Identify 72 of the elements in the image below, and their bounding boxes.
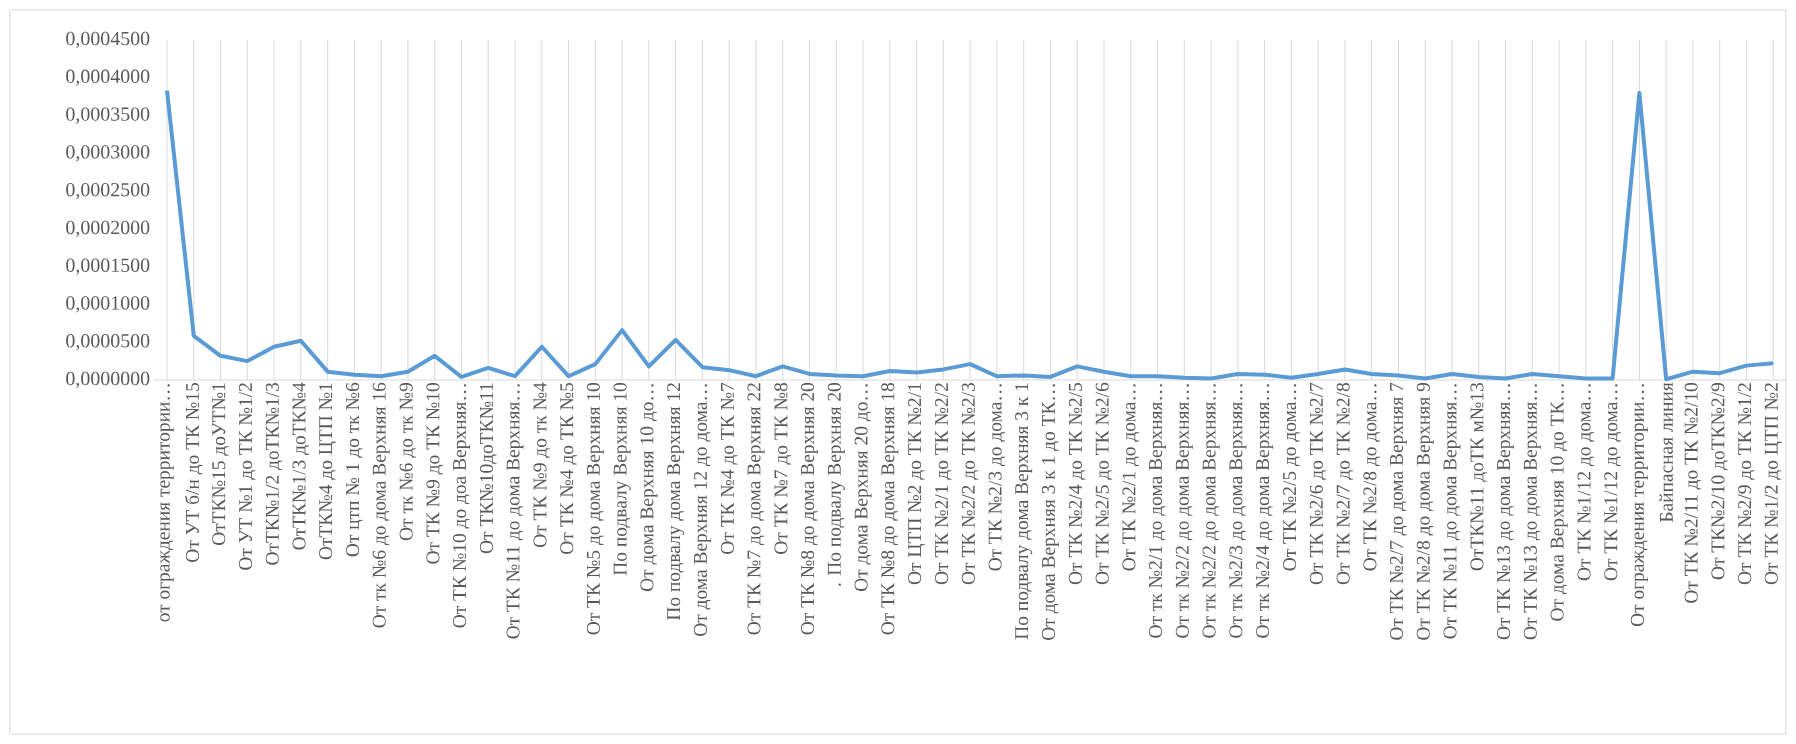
x-tick-label: От ТК №2/8 до дома Верхняя 9 bbox=[1416, 382, 1434, 640]
x-tick-label: От УТ б/н до ТК №15 bbox=[184, 382, 203, 562]
x-tick-label: От дома Верхняя 10 до ТК… bbox=[1550, 384, 1568, 621]
x-tick-label: От дома Верхняя 20 до… bbox=[854, 384, 872, 592]
x-tick-label: От ТК №13 до дома Верхняя… bbox=[1497, 384, 1515, 640]
line-series bbox=[165, 88, 1776, 382]
x-tick-label: От ТК №5 до дома Верхняя 10 bbox=[586, 382, 604, 635]
x-tick-label: ОтТК№1/3 доТК№4 bbox=[292, 382, 310, 550]
x-tick-label: От ТК №2/1 до дома… bbox=[1122, 384, 1140, 571]
y-tick-label: 0,0003500 bbox=[66, 107, 150, 124]
y-tick-label: 0,0001000 bbox=[66, 296, 150, 313]
y-tick-label: 0,0003000 bbox=[66, 145, 150, 162]
x-tick-label: От тк №6 до тк №9 bbox=[399, 383, 417, 541]
x-tick-label: От ТК №2/8 до дома… bbox=[1363, 384, 1381, 571]
x-tick-label: От ТК№2/10 доТК№2/9 bbox=[1711, 382, 1729, 580]
x-tick-label: От тк №2/1 до дома Верхняя… bbox=[1149, 384, 1167, 638]
x-tick-label: от ограждения территории… bbox=[160, 384, 174, 622]
x-tick-label: От ТК №2/5 до ТК №2/6 bbox=[1095, 382, 1113, 585]
x-tick-label: От ЦТП №2 до ТК №2/1 bbox=[908, 383, 926, 585]
x-tick-label: . По подвалу Верхняя 20 bbox=[827, 382, 845, 586]
x-tick-label: От тк №2/4 до дома Верхняя… bbox=[1256, 384, 1274, 638]
x-tick-label: От ТК №2/5 до дома… bbox=[1283, 384, 1300, 571]
x-tick-label: От ТК №2/7 до ТК №2/8 bbox=[1336, 382, 1354, 585]
y-tick-label: 0,0004000 bbox=[66, 69, 150, 86]
x-tick-label: По подвалу Верхняя 10 bbox=[613, 382, 631, 576]
y-tick-label: 0,0001500 bbox=[66, 258, 150, 275]
y-tick-label: 0,0000500 bbox=[66, 334, 150, 351]
x-tick-label: От цтп № 1 до тк №6 bbox=[346, 382, 363, 557]
x-tick-label: ОтТК№15 доУТ№1 bbox=[212, 383, 229, 546]
x-tick-label: От ТК №1/12 до дома… bbox=[1604, 384, 1621, 581]
x-tick-label: От дома Верхняя 12 до дома… bbox=[693, 384, 711, 636]
x-tick-label: ОтТК№11 доТК м№13 bbox=[1470, 382, 1488, 571]
y-tick-label: 0,0002500 bbox=[66, 182, 150, 200]
x-tick-label: От ТК №9 до ТК №10 bbox=[426, 382, 444, 564]
x-tick-label: От ТК №13 до дома Верхняя… bbox=[1523, 384, 1541, 640]
x-tick-label: От тк №2/3 до дома Верхняя… bbox=[1229, 384, 1247, 638]
y-tick-label: 0,0004500 bbox=[66, 31, 150, 49]
x-tick-label: ОтТК№4 до ЦТП №1 bbox=[319, 383, 337, 560]
x-tick-label: По подвалу дома Верхняя 3 к 1 bbox=[1015, 383, 1033, 640]
x-tick-label: От ТК №10 до доа Верхняя… bbox=[452, 384, 471, 628]
x-tick-label: От ТК №2/11 до ТК №2/10 bbox=[1684, 382, 1702, 603]
x-tick-label: От ТК№10доТК№11 bbox=[479, 383, 497, 554]
y-tick-label: 0,0000000 bbox=[66, 371, 150, 389]
x-tick-label: От ТК №1/2 до ЦТП №2 bbox=[1764, 383, 1782, 585]
x-tick-label: От ТК №2/4 до ТК №2/5 bbox=[1068, 382, 1086, 585]
x-tick-label: От ТК №7 до дома Верхняя 22 bbox=[747, 383, 765, 635]
x-tick-label: От ТК №11 до дома Верхняя… bbox=[1443, 384, 1461, 639]
x-tick-label: От ТК №2/7 до дома Верхняя 7 bbox=[1389, 382, 1407, 640]
x-tick-label: От ТК №4 до ТК №7 bbox=[720, 382, 738, 554]
x-tick-label: От тк №2/2 до дома Верхняя… bbox=[1175, 384, 1193, 638]
x-tick-label: От ТК №8 до дома Верхняя 18 bbox=[881, 382, 899, 635]
x-tick-label: От ТК №2/2 до ТК №2/3 bbox=[961, 382, 979, 585]
x-tick-label: От ТК №2/9 до ТК №1/2 bbox=[1738, 383, 1755, 585]
x-tick-label: От тк №6 до дома Верхняя 16 bbox=[372, 382, 390, 628]
x-tick-label: От ТК №11 до дома Верхняя… bbox=[506, 384, 524, 639]
x-tick-label: Байпасная линия bbox=[1659, 382, 1673, 523]
x-tick-label: От ТК №2/3 до дома… bbox=[988, 384, 1006, 571]
y-tick-label: 0,0002000 bbox=[66, 220, 150, 238]
x-tick-label: От ТК №2/6 до ТК №2/7 bbox=[1309, 382, 1327, 585]
x-tick-label: От ТК №7 до ТК №8 bbox=[774, 382, 792, 554]
x-tick-label: От тк №2/2 до дома Верхняя… bbox=[1202, 384, 1220, 638]
x-tick-label: По подвалу дома Верхняя 12 bbox=[667, 383, 685, 621]
x-tick-label: От дома Верхняя 10 до… bbox=[640, 384, 658, 592]
x-tick-label: От дома Верхняя 3 к 1 до ТК… bbox=[1041, 384, 1059, 640]
x-tick-label: От УТ №1 до ТК №1/2 bbox=[239, 383, 256, 570]
x-tick-label: От ТК №4 до ТК №5 bbox=[560, 382, 577, 554]
x-tick-label: От ТК №1/12 до дома… bbox=[1577, 384, 1595, 581]
x-tick-label: От ограждения территории… bbox=[1630, 384, 1648, 627]
x-tick-label: От ТК №8 до дома Верхняя 20 bbox=[800, 382, 819, 635]
x-tick-label: От ТК №9 до тк №4 bbox=[533, 382, 551, 548]
x-tick-label: От ТК №2/1 до ТК №2/2 bbox=[935, 383, 952, 585]
x-tick-label: ОтТК№1/2 доТК№1/3 bbox=[265, 382, 283, 565]
